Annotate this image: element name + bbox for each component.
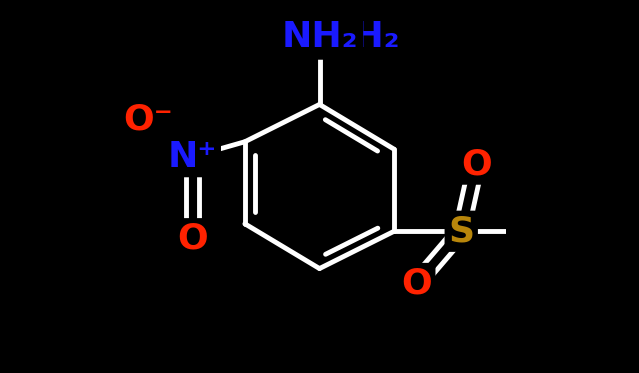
Text: N⁺: N⁺ bbox=[168, 140, 217, 174]
Text: S: S bbox=[448, 214, 474, 248]
Text: O: O bbox=[177, 222, 208, 256]
Text: NH₂: NH₂ bbox=[281, 20, 358, 54]
Text: O⁻: O⁻ bbox=[123, 102, 173, 137]
Text: O: O bbox=[401, 266, 432, 301]
Text: NH₂: NH₂ bbox=[323, 20, 400, 54]
Text: O: O bbox=[461, 147, 491, 181]
